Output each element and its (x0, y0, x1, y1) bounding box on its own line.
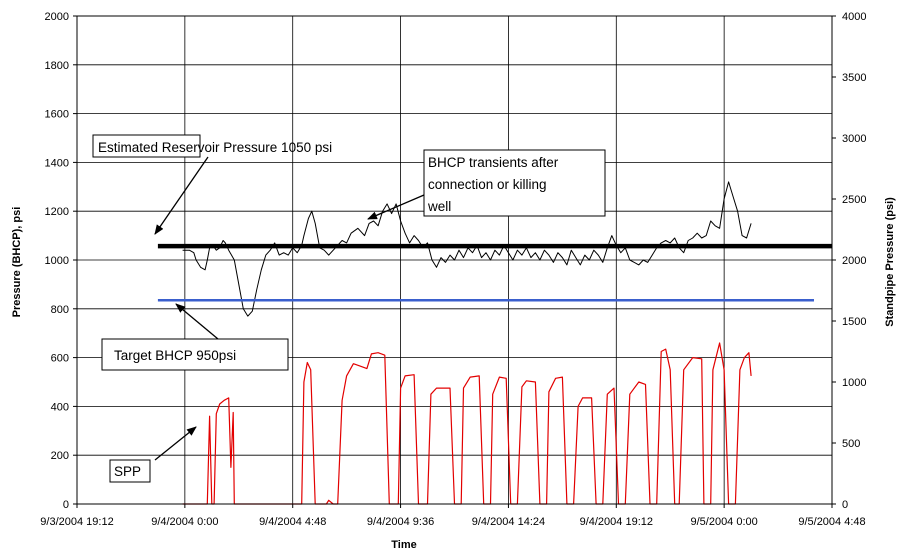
y2-tick-label: 500 (842, 438, 860, 450)
annotations: Estimated Reservoir Pressure 1050 psi BH… (92, 134, 606, 483)
target-callout-arrow (175, 303, 219, 340)
x-tick-label: 9/4/2004 19:12 (580, 516, 653, 528)
y2-tick-label: 3500 (842, 72, 866, 84)
y2-tick-label: 3000 (842, 133, 866, 145)
transients-callout-line-2: connection or killing (428, 177, 547, 192)
y2-tick-label: 1500 (842, 316, 866, 328)
bhcp-line (182, 181, 752, 317)
transients-callout-line-1: BHCP transients after (428, 155, 559, 170)
reservoir-callout-label: Estimated Reservoir Pressure 1050 psi (98, 140, 332, 155)
reservoir-callout-box (92, 134, 201, 158)
y-tick-label: 0 (63, 499, 69, 511)
y-tick-label: 200 (51, 450, 69, 462)
transients-callout-box (423, 149, 606, 217)
x-tick-label: 9/5/2004 0:00 (690, 516, 757, 528)
spp-callout-label: SPP (114, 464, 141, 479)
y2-tick-label: 1000 (842, 377, 866, 389)
y2-tick-label: 2500 (842, 194, 866, 206)
y2-tick-label: 4000 (842, 11, 866, 23)
y-tick-label: 600 (51, 353, 69, 365)
x-tick-label: 9/4/2004 0:00 (151, 516, 218, 528)
y-tick-label: 1800 (45, 60, 69, 72)
reservoir-callout-arrow (154, 156, 209, 235)
x-tick-label: 9/5/2004 4:48 (798, 516, 865, 528)
y-tick-label: 1600 (45, 109, 69, 121)
x-axis-title: Time (391, 539, 416, 551)
spp-line (182, 342, 752, 505)
tick-labels: 0 200 400 600 800 1000 1200 1400 1600 1800 2000 0 50… (40, 11, 866, 528)
transients-callout-arrow (367, 194, 425, 220)
x-tick-label: 9/4/2004 14:24 (472, 516, 545, 528)
y-tick-label: 400 (51, 401, 69, 413)
target-callout-label: Target BHCP 950psi (114, 348, 236, 363)
y-tick-label: 1400 (45, 157, 69, 169)
transients-callout-line-3: well (427, 199, 451, 214)
y-tick-label: 1200 (45, 206, 69, 218)
series-layer (157, 181, 832, 505)
y2-tick-label: 2000 (842, 255, 866, 267)
y-tick-label: 2000 (45, 11, 69, 23)
x-tick-label: 9/4/2004 9:36 (367, 516, 434, 528)
target-callout-box (101, 338, 289, 371)
y2-tick-label: 0 (842, 499, 848, 511)
y-axis-title: Pressure (BHCP), psi (11, 207, 23, 318)
y2-axis-title: Standpipe Pressure (psi) (884, 197, 896, 327)
x-tick-label: 9/4/2004 4:48 (259, 516, 326, 528)
y-tick-label: 800 (51, 304, 69, 316)
spp-callout-box (109, 459, 151, 483)
spp-callout-arrow (154, 426, 197, 461)
y-tick-label: 1000 (45, 255, 69, 267)
x-tick-label: 9/3/2004 19:12 (40, 516, 113, 528)
